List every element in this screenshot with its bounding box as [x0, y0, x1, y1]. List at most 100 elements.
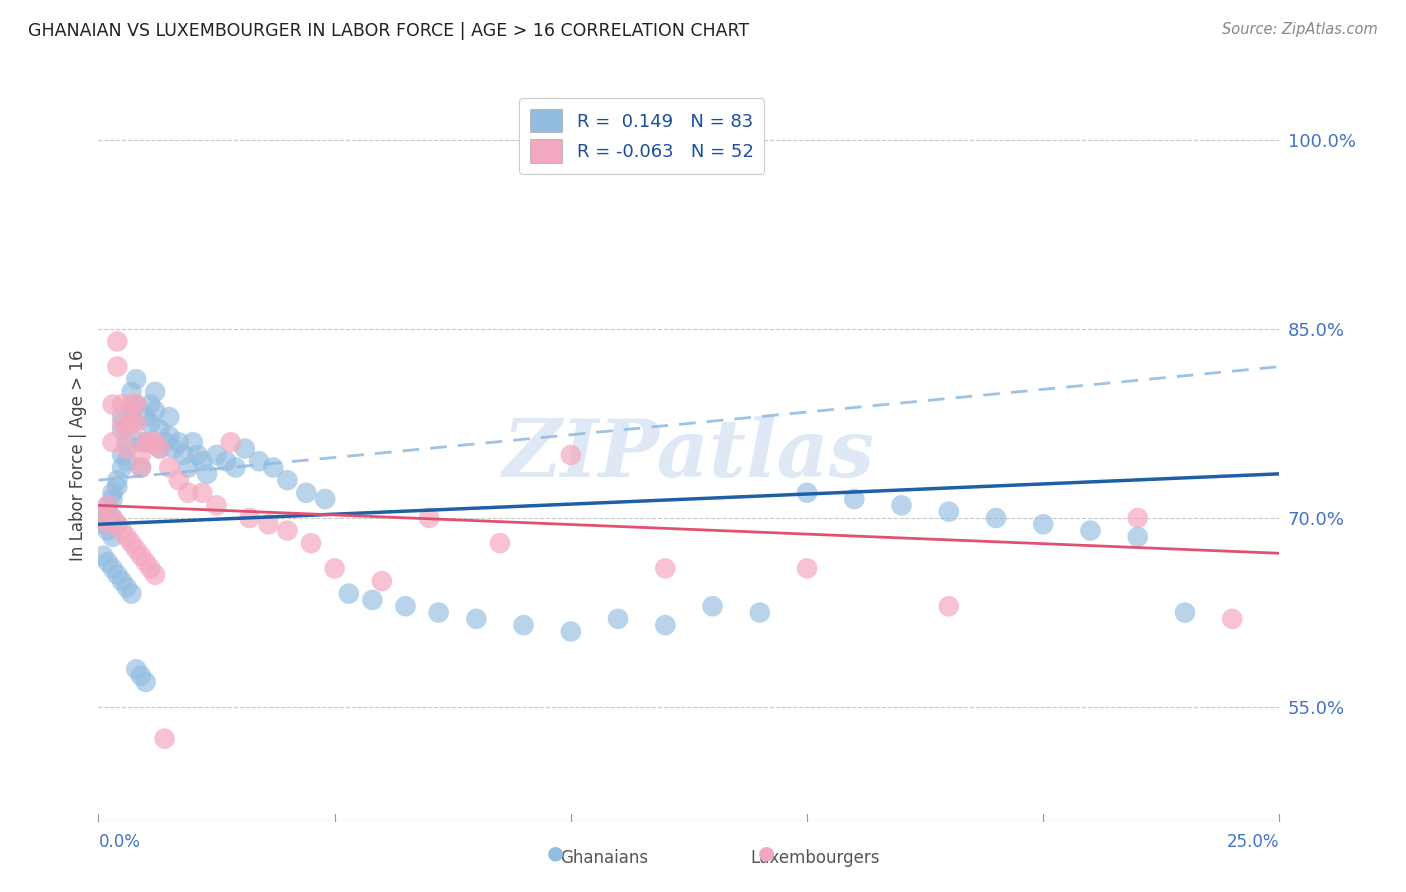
Point [125, 417, 148, 431]
Point [111, 417, 134, 431]
Point [1174, 606, 1197, 620]
Point [172, 448, 194, 462]
Point [111, 574, 134, 588]
Point [1080, 524, 1102, 538]
Point [149, 423, 172, 437]
Point [157, 429, 180, 443]
Point [167, 435, 190, 450]
Point [149, 442, 172, 456]
Point [111, 460, 134, 475]
Point [257, 517, 280, 532]
Point [654, 561, 676, 575]
Point [187, 448, 209, 462]
Text: Luxembourgers: Luxembourgers [751, 849, 880, 867]
Point [314, 491, 336, 506]
Point [560, 624, 582, 639]
Point [167, 473, 190, 487]
Point [121, 404, 143, 418]
Point [125, 372, 148, 386]
Point [111, 410, 134, 425]
Point [163, 442, 186, 456]
Text: ●: ● [547, 844, 564, 863]
Point [465, 612, 488, 626]
Point [111, 423, 134, 437]
Point [143, 384, 166, 399]
Point [129, 460, 152, 475]
Point [276, 473, 298, 487]
Point [121, 536, 143, 550]
Point [139, 561, 162, 575]
Point [101, 530, 124, 544]
Point [121, 417, 143, 431]
Point [105, 473, 128, 487]
Point [427, 606, 450, 620]
Point [91, 517, 114, 532]
Point [125, 662, 148, 676]
Point [748, 606, 770, 620]
Point [796, 561, 818, 575]
Point [97, 499, 120, 513]
Point [105, 359, 128, 374]
Point [135, 435, 157, 450]
Point [262, 460, 284, 475]
Point [101, 561, 124, 575]
Text: Ghanaians: Ghanaians [561, 849, 648, 867]
Point [91, 511, 114, 525]
Point [205, 448, 228, 462]
Point [129, 549, 152, 563]
Point [101, 397, 124, 411]
Point [125, 397, 148, 411]
Point [394, 599, 416, 614]
Point [361, 593, 384, 607]
Point [1220, 612, 1243, 626]
Point [295, 485, 318, 500]
Point [121, 417, 143, 431]
Point [890, 499, 912, 513]
Point [205, 499, 228, 513]
Point [1032, 517, 1054, 532]
Point [247, 454, 270, 468]
Point [97, 555, 120, 569]
Point [177, 485, 200, 500]
Point [91, 511, 114, 525]
Point [191, 454, 214, 468]
Point [135, 555, 157, 569]
Point [115, 442, 138, 456]
Point [239, 511, 262, 525]
Text: ZIPatlas: ZIPatlas [503, 417, 875, 493]
Point [984, 511, 1007, 525]
Point [101, 485, 124, 500]
Point [115, 435, 138, 450]
Point [143, 404, 166, 418]
Point [115, 580, 138, 594]
Y-axis label: In Labor Force | Age > 16: In Labor Force | Age > 16 [69, 349, 87, 561]
Point [371, 574, 394, 588]
Point [143, 567, 166, 582]
Point [115, 423, 138, 437]
Point [219, 435, 242, 450]
Point [97, 517, 120, 532]
Point [129, 435, 152, 450]
Point [215, 454, 238, 468]
Point [276, 524, 298, 538]
Point [97, 524, 120, 538]
Point [111, 448, 134, 462]
Point [233, 442, 256, 456]
Point [111, 397, 134, 411]
Point [191, 485, 214, 500]
Point [938, 599, 960, 614]
Point [97, 499, 120, 513]
Point [105, 567, 128, 582]
Point [97, 511, 120, 525]
Point [938, 505, 960, 519]
Text: 0.0%: 0.0% [98, 833, 141, 851]
Point [135, 410, 157, 425]
Point [418, 511, 440, 525]
Point [101, 435, 124, 450]
Point [224, 460, 246, 475]
Point [153, 435, 176, 450]
Point [105, 517, 128, 532]
Text: ●: ● [758, 844, 775, 863]
Point [129, 668, 152, 682]
Point [115, 530, 138, 544]
